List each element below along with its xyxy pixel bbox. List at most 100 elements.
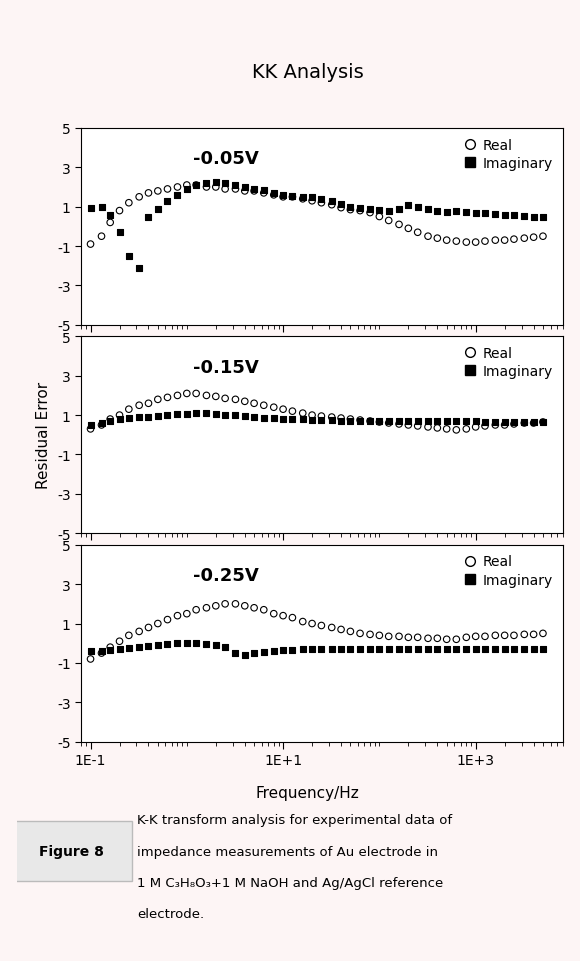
Point [278,188,288,204]
Y-axis label: Residual Error: Residual Error [37,382,52,489]
Point [433,232,442,247]
Point [86,418,95,433]
Legend: Real, Imaginary: Real, Imaginary [461,553,556,590]
Point [509,642,519,657]
Point [231,408,240,424]
Point [356,626,365,641]
Point [442,414,451,430]
Point [394,417,404,432]
Point [211,599,220,614]
Point [124,411,133,427]
Point [375,642,384,657]
Point [259,411,269,427]
Point [249,182,259,197]
Point [115,204,124,219]
Point [433,642,442,657]
Point [115,634,124,650]
Point [307,642,317,657]
Point [211,180,220,195]
Point [211,638,220,653]
Point [413,414,422,430]
Point [240,599,249,614]
Point [471,420,480,435]
Point [269,188,278,204]
Point [135,190,144,206]
Point [307,616,317,631]
Point [86,644,95,659]
Point [191,603,201,618]
Point [135,640,144,655]
Point [413,200,422,215]
Point [384,642,393,657]
Point [220,640,230,655]
Point [182,407,191,423]
Point [327,194,336,209]
Point [288,643,297,658]
Point [259,645,269,660]
Point [471,235,480,251]
Text: impedance measurements of Au electrode in: impedance measurements of Au electrode i… [137,845,438,858]
Point [106,412,115,428]
Point [491,207,500,222]
Point [317,413,326,429]
Point [298,406,307,421]
Point [163,612,172,628]
Point [202,637,211,653]
Point [442,422,451,437]
Point [317,196,326,211]
Point [115,408,124,424]
Point [462,235,471,251]
Point [375,203,384,218]
Point [462,630,471,646]
Point [163,637,172,653]
Point [182,636,191,652]
Point [259,186,269,202]
Point [462,422,471,437]
Point [278,643,288,658]
Point [452,632,461,648]
Point [529,642,538,657]
Point [240,409,249,425]
Point [163,182,172,197]
Point [433,631,442,647]
Point [298,642,307,657]
Point [231,597,240,612]
Point [538,642,548,657]
Point [115,412,124,428]
Text: -0.25V: -0.25V [193,567,259,584]
Point [394,414,404,430]
Point [346,414,355,430]
Point [124,196,133,211]
Text: Figure 8: Figure 8 [39,844,104,858]
Point [529,231,538,246]
Point [471,629,480,645]
Point [153,184,162,199]
Point [240,184,249,199]
FancyBboxPatch shape [12,821,132,881]
Point [433,421,442,436]
Point [384,213,393,229]
Point [509,628,519,643]
Point [240,394,249,409]
Point [97,418,106,433]
Point [394,217,404,233]
Point [307,413,317,429]
Point [404,414,413,430]
Point [480,419,490,434]
Point [144,639,153,654]
Point [278,190,288,206]
Point [423,420,433,435]
Point [144,209,153,225]
Point [365,642,375,657]
Point [327,413,336,429]
Point [538,415,548,431]
Point [384,204,393,219]
Point [442,642,451,657]
Point [365,414,375,430]
Point [327,620,336,635]
Point [86,422,95,437]
Point [442,205,451,220]
Point [173,180,182,195]
Point [231,646,240,661]
Point [346,642,355,657]
